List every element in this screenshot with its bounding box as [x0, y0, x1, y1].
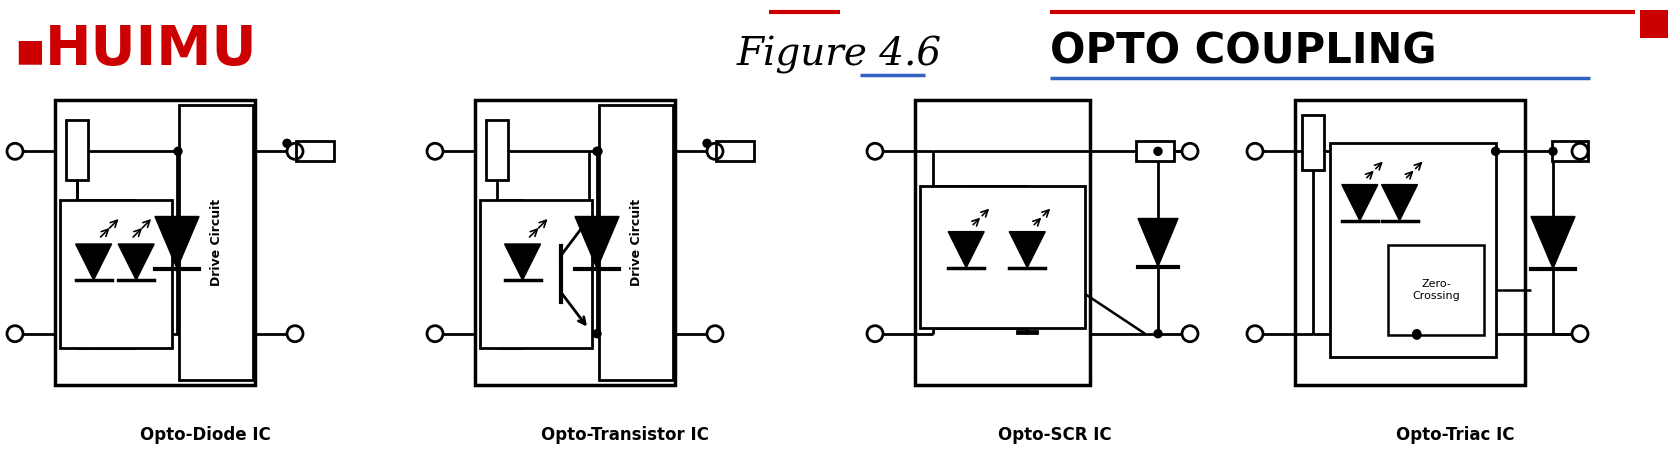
Text: Opto-Triac IC: Opto-Triac IC [1396, 426, 1514, 444]
Bar [1388, 246, 1483, 335]
Bar [1295, 100, 1525, 385]
Circle shape [175, 147, 181, 155]
Polygon shape [1008, 232, 1045, 268]
Polygon shape [505, 244, 540, 280]
Circle shape [1492, 147, 1500, 155]
Polygon shape [1138, 218, 1178, 267]
Polygon shape [117, 244, 154, 280]
Bar [475, 100, 675, 385]
Bar [480, 200, 592, 348]
Bar [180, 105, 253, 380]
Bar [1302, 115, 1324, 170]
Circle shape [1549, 147, 1557, 155]
Bar [920, 185, 1086, 328]
Polygon shape [154, 217, 200, 269]
Circle shape [1413, 330, 1421, 338]
Text: HUIMU: HUIMU [45, 23, 258, 77]
Bar [1552, 141, 1587, 161]
Bar [717, 141, 753, 161]
Circle shape [592, 330, 601, 338]
Text: Zero-
Crossing: Zero- Crossing [1413, 280, 1460, 301]
Bar [1136, 141, 1175, 161]
Text: ■: ■ [15, 38, 44, 67]
Bar [295, 141, 334, 161]
Circle shape [1413, 331, 1421, 339]
Text: Opto-SCR IC: Opto-SCR IC [998, 426, 1113, 444]
Polygon shape [948, 232, 985, 268]
Polygon shape [1381, 185, 1418, 221]
Polygon shape [1530, 217, 1576, 269]
Polygon shape [576, 217, 619, 269]
Bar [1331, 143, 1495, 357]
Polygon shape [76, 244, 112, 280]
Circle shape [594, 147, 602, 155]
Circle shape [1154, 147, 1161, 155]
Text: Figure 4.6: Figure 4.6 [737, 36, 941, 74]
Bar [60, 200, 173, 348]
Bar [65, 120, 87, 179]
Text: Opto-Diode IC: Opto-Diode IC [139, 426, 270, 444]
Bar [915, 100, 1091, 385]
Bar [599, 105, 673, 380]
Circle shape [284, 139, 290, 147]
Circle shape [1154, 330, 1161, 338]
Text: Drive Circuit: Drive Circuit [210, 199, 223, 286]
Bar [55, 100, 255, 385]
Circle shape [592, 147, 601, 155]
Text: Opto-Transistor IC: Opto-Transistor IC [540, 426, 708, 444]
Bar [1639, 10, 1668, 38]
Polygon shape [1342, 185, 1378, 221]
Text: Drive Circuit: Drive Circuit [629, 199, 643, 286]
Bar [487, 120, 508, 179]
Text: OPTO COUPLING: OPTO COUPLING [1050, 31, 1436, 73]
Circle shape [703, 139, 711, 147]
Bar [1017, 331, 1037, 333]
